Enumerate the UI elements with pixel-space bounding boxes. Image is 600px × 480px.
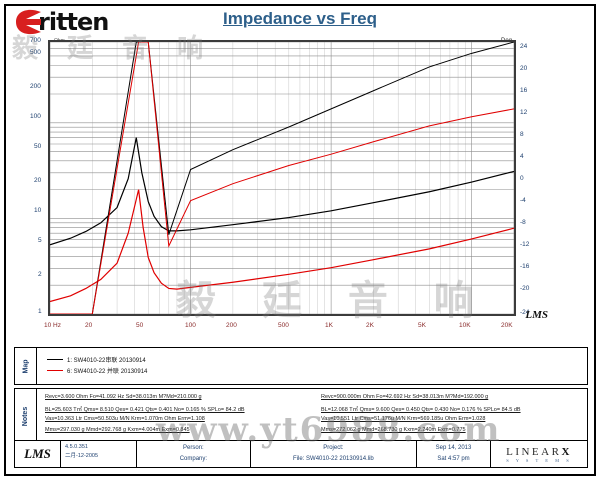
version-cell: 4.5.0.351 二月-12-2005 bbox=[61, 441, 137, 467]
person-cell: Person: Company: bbox=[137, 441, 251, 467]
y-left-tick-100: 100 bbox=[30, 113, 41, 120]
note-right-line-1: Revc=900.000m Ohm Fo=42.692 Hz Sd=38.013… bbox=[321, 394, 489, 400]
eritten-logo: ritten bbox=[14, 8, 109, 36]
series-path bbox=[50, 42, 514, 314]
y-right-tick-24: 24 bbox=[520, 43, 528, 50]
linearx-brand: LINEARX S Y S T E M S bbox=[491, 441, 587, 467]
list-item[interactable]: 6: SW4010-22 并联 20130914 bbox=[47, 366, 147, 375]
y-left-tick-200: 200 bbox=[30, 83, 41, 90]
series-path bbox=[50, 137, 514, 246]
report-frame: ritten Impedance vs Freq Ohm 700 500 200… bbox=[4, 4, 596, 476]
x-tick-2k: 2K bbox=[366, 322, 374, 329]
x-tick-5k: 5K bbox=[418, 322, 426, 329]
note-right-line-3: Vas=10.551 Ltr Cms=51.176u M/N Krm=569.1… bbox=[321, 416, 486, 422]
report-header: ritten Impedance vs Freq bbox=[6, 6, 594, 38]
y-left-tick-10: 10 bbox=[34, 207, 42, 214]
y-left-tick-50: 50 bbox=[34, 143, 42, 150]
legend-swatch-series-6 bbox=[47, 370, 63, 371]
list-item[interactable]: 1: SW4010-22串联 20130914 bbox=[47, 355, 146, 364]
notes-tag-label: Notes bbox=[21, 406, 29, 426]
file-label: File: SW4010-22 20130914.lib bbox=[293, 456, 374, 462]
y-right-tick-m24: -24 bbox=[520, 309, 530, 316]
y-right-tick-m8: -8 bbox=[520, 219, 526, 226]
map-section: Map 1: SW4010-22串联 20130914 6: SW4010-22… bbox=[14, 347, 588, 385]
series-path bbox=[50, 42, 514, 314]
build-date-text: 二月-12-2005 bbox=[65, 453, 99, 459]
x-tick-500: 500 bbox=[278, 322, 289, 329]
y-right-tick-4: 4 bbox=[520, 153, 524, 160]
report-footer: LMS 4.5.0.351 二月-12-2005 Person: Company… bbox=[14, 440, 588, 468]
y-right-tick-m16: -16 bbox=[520, 263, 530, 270]
notes-body: Revc=3.600 Ohm Fo=41.092 Hz Sd=38.013m M… bbox=[37, 389, 587, 443]
x-tick-20: 20 bbox=[85, 322, 93, 329]
series-path bbox=[50, 189, 514, 303]
plot-canvas bbox=[48, 40, 516, 316]
y-left-tick-5: 5 bbox=[38, 237, 42, 244]
legend-label-series-6: 6: SW4010-22 并联 20130914 bbox=[67, 369, 148, 375]
person-label: Person: bbox=[183, 445, 204, 451]
x-tick-10hz: 10 Hz bbox=[44, 322, 61, 329]
page-title: Impedance vs Freq bbox=[222, 9, 377, 28]
notes-tag: Notes bbox=[15, 389, 37, 443]
legend-swatch-series-1 bbox=[47, 359, 63, 360]
version-text: 4.5.0.351 bbox=[65, 444, 88, 450]
note-right-line-2: BL=12.068 T㎡ Qms= 9.600 Qes= 0.450 Qts= … bbox=[321, 407, 521, 413]
y-right-tick-8: 8 bbox=[520, 131, 524, 138]
lms-logo-text: LMS bbox=[24, 446, 51, 461]
note-left-line-1: Revc=3.600 Ohm Fo=41.092 Hz Sd=38.013m M… bbox=[45, 394, 202, 400]
y-left-tick-700: 700 bbox=[30, 37, 41, 44]
project-cell: Project: File: SW4010-22 20130914.lib bbox=[251, 441, 417, 467]
project-label: Project: bbox=[323, 445, 344, 451]
time-text: Sat 4:57 pm bbox=[437, 456, 470, 462]
x-tick-50: 50 bbox=[136, 322, 144, 329]
chart-area: Ohm 700 500 200 100 50 20 10 5 2 1 Deg 2… bbox=[14, 36, 588, 341]
brand-sub-text: S Y S T E M S bbox=[506, 457, 572, 463]
y-left-tick-2: 2 bbox=[38, 271, 42, 278]
map-tag: Map bbox=[15, 348, 37, 384]
brand-main-text: LINEARX bbox=[506, 446, 572, 458]
x-tick-20k: 20K bbox=[501, 322, 513, 329]
y-right-tick-m12: -12 bbox=[520, 241, 530, 248]
x-tick-200: 200 bbox=[226, 322, 237, 329]
note-right-line-4: Mms=272.062 g Mmd=268.730 g Kxm=2.240m E… bbox=[321, 427, 466, 433]
date-cell: Sep 14, 2013 Sat 4:57 pm bbox=[417, 441, 491, 467]
legend-list: 1: SW4010-22串联 20130914 6: SW4010-22 并联 … bbox=[37, 348, 587, 384]
y-right-tick-16: 16 bbox=[520, 87, 528, 94]
plot-svg bbox=[50, 42, 514, 314]
legend-label-series-1: 1: SW4010-22串联 20130914 bbox=[67, 358, 146, 364]
y-right-tick-m20: -20 bbox=[520, 285, 530, 292]
note-left-line-4: Mms=297.030 g Mmd=292.768 g Kxm=4.004m E… bbox=[45, 427, 190, 433]
notes-section: Notes Revc=3.600 Ohm Fo=41.092 Hz Sd=38.… bbox=[14, 388, 588, 444]
brand-linear-text: LINEAR bbox=[506, 445, 562, 458]
y-right-tick-12: 12 bbox=[520, 109, 528, 116]
x-tick-100: 100 bbox=[185, 322, 196, 329]
y-left-tick-1: 1 bbox=[38, 308, 42, 315]
eritten-wordmark: ritten bbox=[38, 8, 109, 36]
y-right-tick-0: 0 bbox=[520, 175, 524, 182]
y-left-tick-20: 20 bbox=[34, 177, 42, 184]
note-left-line-2: BL=25.603 T㎡ Qms= 8.510 Qes= 0.421 Qts= … bbox=[45, 407, 245, 413]
x-tick-10k: 10K bbox=[459, 322, 471, 329]
y-left-tick-500: 500 bbox=[30, 49, 41, 56]
map-tag-label: Map bbox=[22, 359, 29, 373]
eritten-c-logo-icon bbox=[14, 9, 44, 35]
date-text: Sep 14, 2013 bbox=[435, 445, 472, 451]
y-right-tick-m4: -4 bbox=[520, 197, 526, 204]
company-label: Company: bbox=[179, 456, 208, 462]
note-left-line-3: Vas=10.363 Ltr Cms=50.503u M/N Krm=1.070… bbox=[45, 416, 205, 422]
lms-plot-watermark: LMS bbox=[525, 309, 548, 321]
lms-footer-logo: LMS bbox=[15, 441, 61, 467]
brand-x-text: X bbox=[561, 445, 572, 458]
x-tick-1k: 1K bbox=[325, 322, 333, 329]
y-right-tick-20: 20 bbox=[520, 65, 528, 72]
